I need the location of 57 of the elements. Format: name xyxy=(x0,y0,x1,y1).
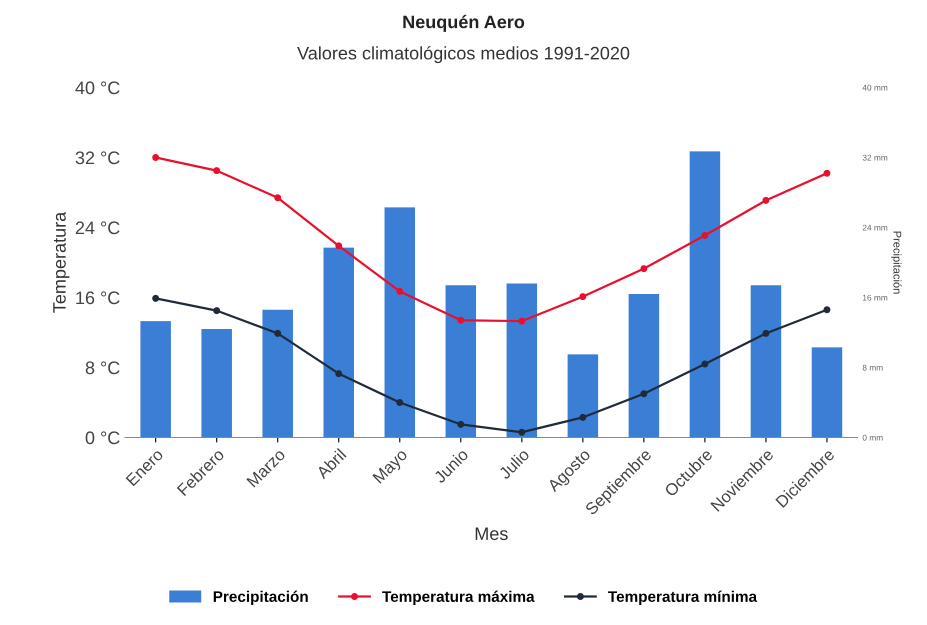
point xyxy=(640,390,648,398)
point xyxy=(762,330,770,337)
y-axis-title: Temperatura xyxy=(53,212,70,313)
x-axis-title: Mes xyxy=(476,527,508,540)
legend-label: Temperatura mínima xyxy=(608,590,758,605)
point xyxy=(823,306,830,314)
x-tick-label: Julio xyxy=(498,448,530,480)
bar xyxy=(384,207,416,438)
bar xyxy=(323,248,354,438)
point xyxy=(518,318,526,325)
bar xyxy=(506,284,538,438)
bar xyxy=(690,151,720,438)
legend-label: Temperatura máxima xyxy=(382,590,535,605)
point xyxy=(396,288,404,295)
y-tick-label: 32 °C xyxy=(76,151,120,164)
bar xyxy=(446,285,476,438)
point xyxy=(701,360,708,368)
point xyxy=(701,232,708,239)
y2-axis-title: Precipitación xyxy=(891,232,902,294)
chart-subtitle: Valores climatológicos medios 1991-2020 xyxy=(297,46,630,64)
point xyxy=(335,370,342,378)
y2-tick-label: 24 mm xyxy=(862,224,888,231)
point xyxy=(518,428,526,436)
point xyxy=(823,170,830,177)
y-tick-label: 40 °C xyxy=(75,81,120,94)
point xyxy=(640,265,648,272)
y2-tick-label: 40 mm xyxy=(862,84,888,91)
bar xyxy=(750,285,782,438)
point xyxy=(579,414,586,421)
bar xyxy=(812,347,842,438)
bar xyxy=(262,310,293,438)
point xyxy=(457,420,464,428)
point xyxy=(335,242,342,250)
point xyxy=(213,307,220,314)
point xyxy=(762,196,770,204)
chart-title: Neuquén Aero xyxy=(403,14,524,32)
y2-tick-label: 0 mm xyxy=(862,434,883,441)
y-tick-label: 16 °C xyxy=(76,291,120,304)
point xyxy=(213,167,220,174)
y-tick-label: 0 °C xyxy=(86,431,120,444)
point xyxy=(152,294,160,302)
point xyxy=(274,330,282,337)
point xyxy=(152,154,160,161)
y-tick-label: 8 °C xyxy=(86,361,120,374)
bar xyxy=(140,321,171,438)
point xyxy=(274,194,282,202)
legend-label: Precipitación xyxy=(214,590,308,605)
point xyxy=(579,293,586,300)
point xyxy=(396,399,404,406)
bar xyxy=(628,294,660,438)
y2-tick-label: 32 mm xyxy=(862,154,888,161)
y-tick-label: 24 °C xyxy=(76,221,120,234)
y2-tick-label: 16 mm xyxy=(862,294,888,301)
bar xyxy=(201,329,232,438)
point xyxy=(457,316,464,324)
bar xyxy=(568,354,598,438)
y2-tick-label: 8 mm xyxy=(862,364,883,371)
